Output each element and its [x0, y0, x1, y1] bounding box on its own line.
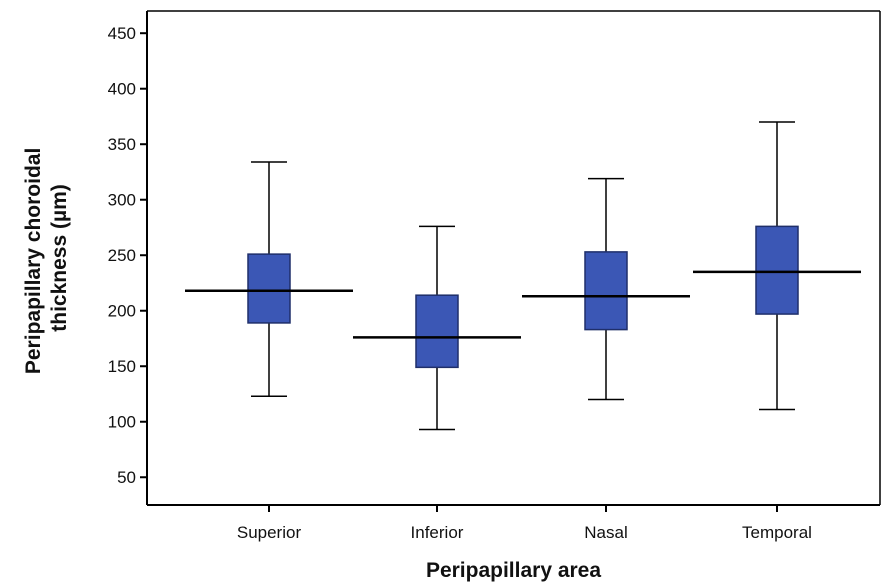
box-superior	[185, 161, 353, 397]
y-tick-label: 350	[108, 135, 136, 154]
y-tick-label: 200	[108, 302, 136, 321]
y-tick-label: 100	[108, 413, 136, 432]
x-tick-label: Nasal	[584, 523, 627, 542]
y-tick-label: 150	[108, 357, 136, 376]
iqr-box	[415, 294, 459, 369]
box-temporal	[693, 121, 861, 411]
box-nasal	[522, 177, 690, 401]
y-tick-label: 400	[108, 80, 136, 99]
x-tick-label: Temporal	[742, 523, 812, 542]
y-axis: 50 100 150 200 250 300 350 400 450	[108, 24, 147, 487]
box-inferior	[353, 225, 521, 431]
y-tick-label: 450	[108, 24, 136, 43]
iqr-box	[584, 251, 628, 331]
y-axis-title: Peripapillary choroidal thickness (µm)	[22, 142, 71, 374]
x-tick-label: Inferior	[411, 523, 464, 542]
boxes	[185, 121, 861, 431]
x-axis: Superior Inferior Nasal Temporal	[237, 505, 812, 542]
y-tick-label: 250	[108, 246, 136, 265]
iqr-box	[247, 253, 291, 324]
y-axis-title-line-2: thickness (µm)	[48, 184, 71, 331]
y-axis-title-line-1: Peripapillary choroidal	[22, 148, 45, 374]
x-tick-label: Superior	[237, 523, 302, 542]
y-tick-label: 300	[108, 191, 136, 210]
iqr-box	[755, 225, 799, 315]
y-tick-label: 50	[117, 468, 136, 487]
x-axis-title: Peripapillary area	[426, 559, 601, 582]
